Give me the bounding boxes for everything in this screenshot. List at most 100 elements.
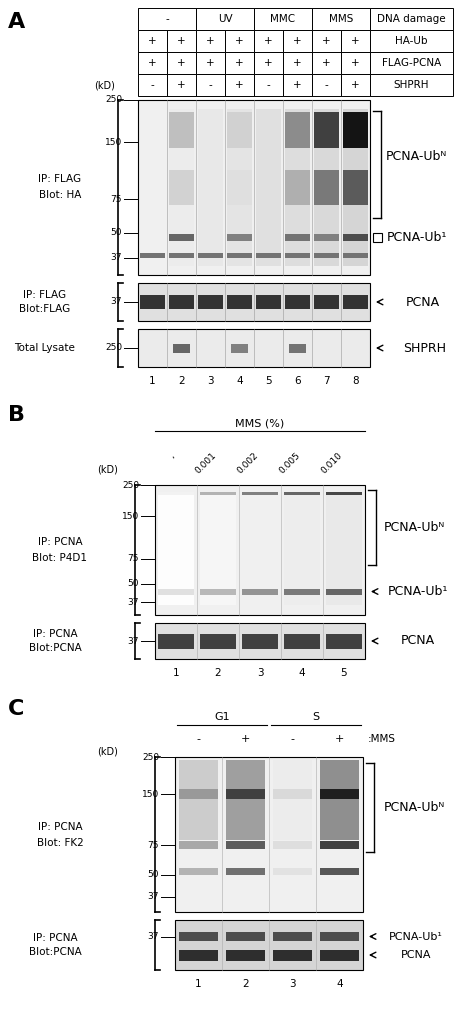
Bar	[284, 633, 320, 649]
Bar	[370, 74, 453, 96]
Text: +: +	[177, 36, 186, 46]
Bar	[169, 234, 194, 241]
Text: -: -	[325, 80, 328, 90]
Text: IP: PCNA: IP: PCNA	[33, 629, 77, 639]
Bar	[226, 932, 265, 941]
Bar	[196, 74, 225, 96]
Text: +: +	[351, 58, 360, 68]
Text: +: +	[235, 80, 244, 90]
Text: 150: 150	[122, 512, 139, 521]
Bar	[167, 74, 196, 96]
Text: IP: FLAG: IP: FLAG	[23, 290, 66, 300]
Text: +: +	[264, 58, 273, 68]
Bar	[242, 492, 278, 518]
Bar	[169, 295, 194, 309]
Text: Total Lysate: Total Lysate	[15, 343, 75, 353]
Bar	[225, 30, 254, 52]
Text: 250: 250	[105, 344, 122, 352]
Text: 150: 150	[105, 138, 122, 147]
Bar	[200, 495, 236, 605]
Text: 250: 250	[122, 481, 139, 489]
Bar	[343, 295, 368, 309]
Text: Blot:PCNA: Blot:PCNA	[28, 947, 82, 957]
Bar	[254, 30, 283, 52]
Bar	[169, 109, 194, 266]
Bar	[196, 52, 225, 74]
Bar	[256, 253, 281, 258]
Bar	[273, 760, 312, 840]
Text: +: +	[351, 36, 360, 46]
Bar	[167, 30, 196, 52]
Bar	[196, 30, 225, 52]
Text: -: -	[151, 80, 155, 90]
Text: PCNA: PCNA	[401, 634, 435, 648]
Bar	[169, 253, 194, 258]
Text: 37: 37	[147, 892, 159, 901]
Bar	[343, 109, 368, 266]
Text: 1: 1	[149, 376, 156, 386]
Text: IP: PCNA: IP: PCNA	[38, 822, 82, 832]
Bar	[314, 295, 339, 309]
Bar	[319, 932, 359, 941]
Bar	[231, 344, 248, 352]
Bar	[173, 344, 190, 352]
Text: -: -	[291, 733, 294, 744]
Bar	[138, 30, 167, 52]
Bar	[273, 932, 312, 941]
Bar	[226, 950, 265, 960]
Bar	[200, 588, 236, 595]
Text: G1: G1	[214, 712, 230, 722]
Bar	[167, 52, 196, 74]
Text: IP: PCNA: IP: PCNA	[33, 933, 77, 943]
Bar	[179, 789, 219, 800]
Text: IP: FLAG: IP: FLAG	[38, 174, 82, 184]
Bar	[158, 633, 194, 649]
Text: PCNA-Ubᴺ: PCNA-Ubᴺ	[383, 521, 445, 534]
Bar	[158, 492, 194, 518]
Text: 37: 37	[110, 253, 122, 262]
Bar	[343, 253, 368, 258]
Text: -: -	[266, 80, 270, 90]
Text: Blot: FK2: Blot: FK2	[36, 837, 83, 847]
Text: +: +	[264, 36, 273, 46]
Bar	[227, 253, 252, 258]
Bar	[138, 329, 370, 367]
Text: Blot:PCNA: Blot:PCNA	[28, 643, 82, 653]
Bar	[198, 295, 223, 309]
Text: +: +	[148, 36, 157, 46]
Text: +: +	[148, 58, 157, 68]
Bar	[198, 253, 223, 258]
Text: 150: 150	[142, 789, 159, 799]
Bar	[198, 109, 223, 266]
Text: 37: 37	[147, 932, 159, 941]
Text: 4: 4	[236, 376, 243, 386]
Bar	[312, 30, 341, 52]
Bar	[326, 495, 362, 605]
Text: 7: 7	[323, 376, 330, 386]
Bar	[285, 113, 310, 148]
Bar	[254, 52, 283, 74]
Bar	[273, 950, 312, 960]
Text: +: +	[235, 36, 244, 46]
Bar	[227, 234, 252, 241]
Text: 75: 75	[147, 840, 159, 850]
Bar	[179, 760, 219, 840]
Bar	[314, 253, 339, 258]
Text: :MMS: :MMS	[368, 733, 396, 744]
Text: PCNA: PCNA	[401, 950, 431, 960]
Text: 1: 1	[173, 668, 179, 678]
Text: 250: 250	[105, 95, 122, 105]
Bar	[314, 234, 339, 241]
Bar	[319, 841, 359, 850]
Bar	[226, 868, 265, 875]
Bar	[179, 932, 219, 941]
Text: MMS: MMS	[329, 15, 353, 24]
Bar	[343, 234, 368, 241]
Bar	[138, 283, 370, 321]
Bar	[343, 170, 368, 205]
Bar	[273, 789, 312, 800]
Text: PCNA-Ub¹: PCNA-Ub¹	[388, 585, 448, 598]
Text: +: +	[293, 36, 302, 46]
Text: 50: 50	[128, 579, 139, 588]
Text: +: +	[241, 733, 250, 744]
